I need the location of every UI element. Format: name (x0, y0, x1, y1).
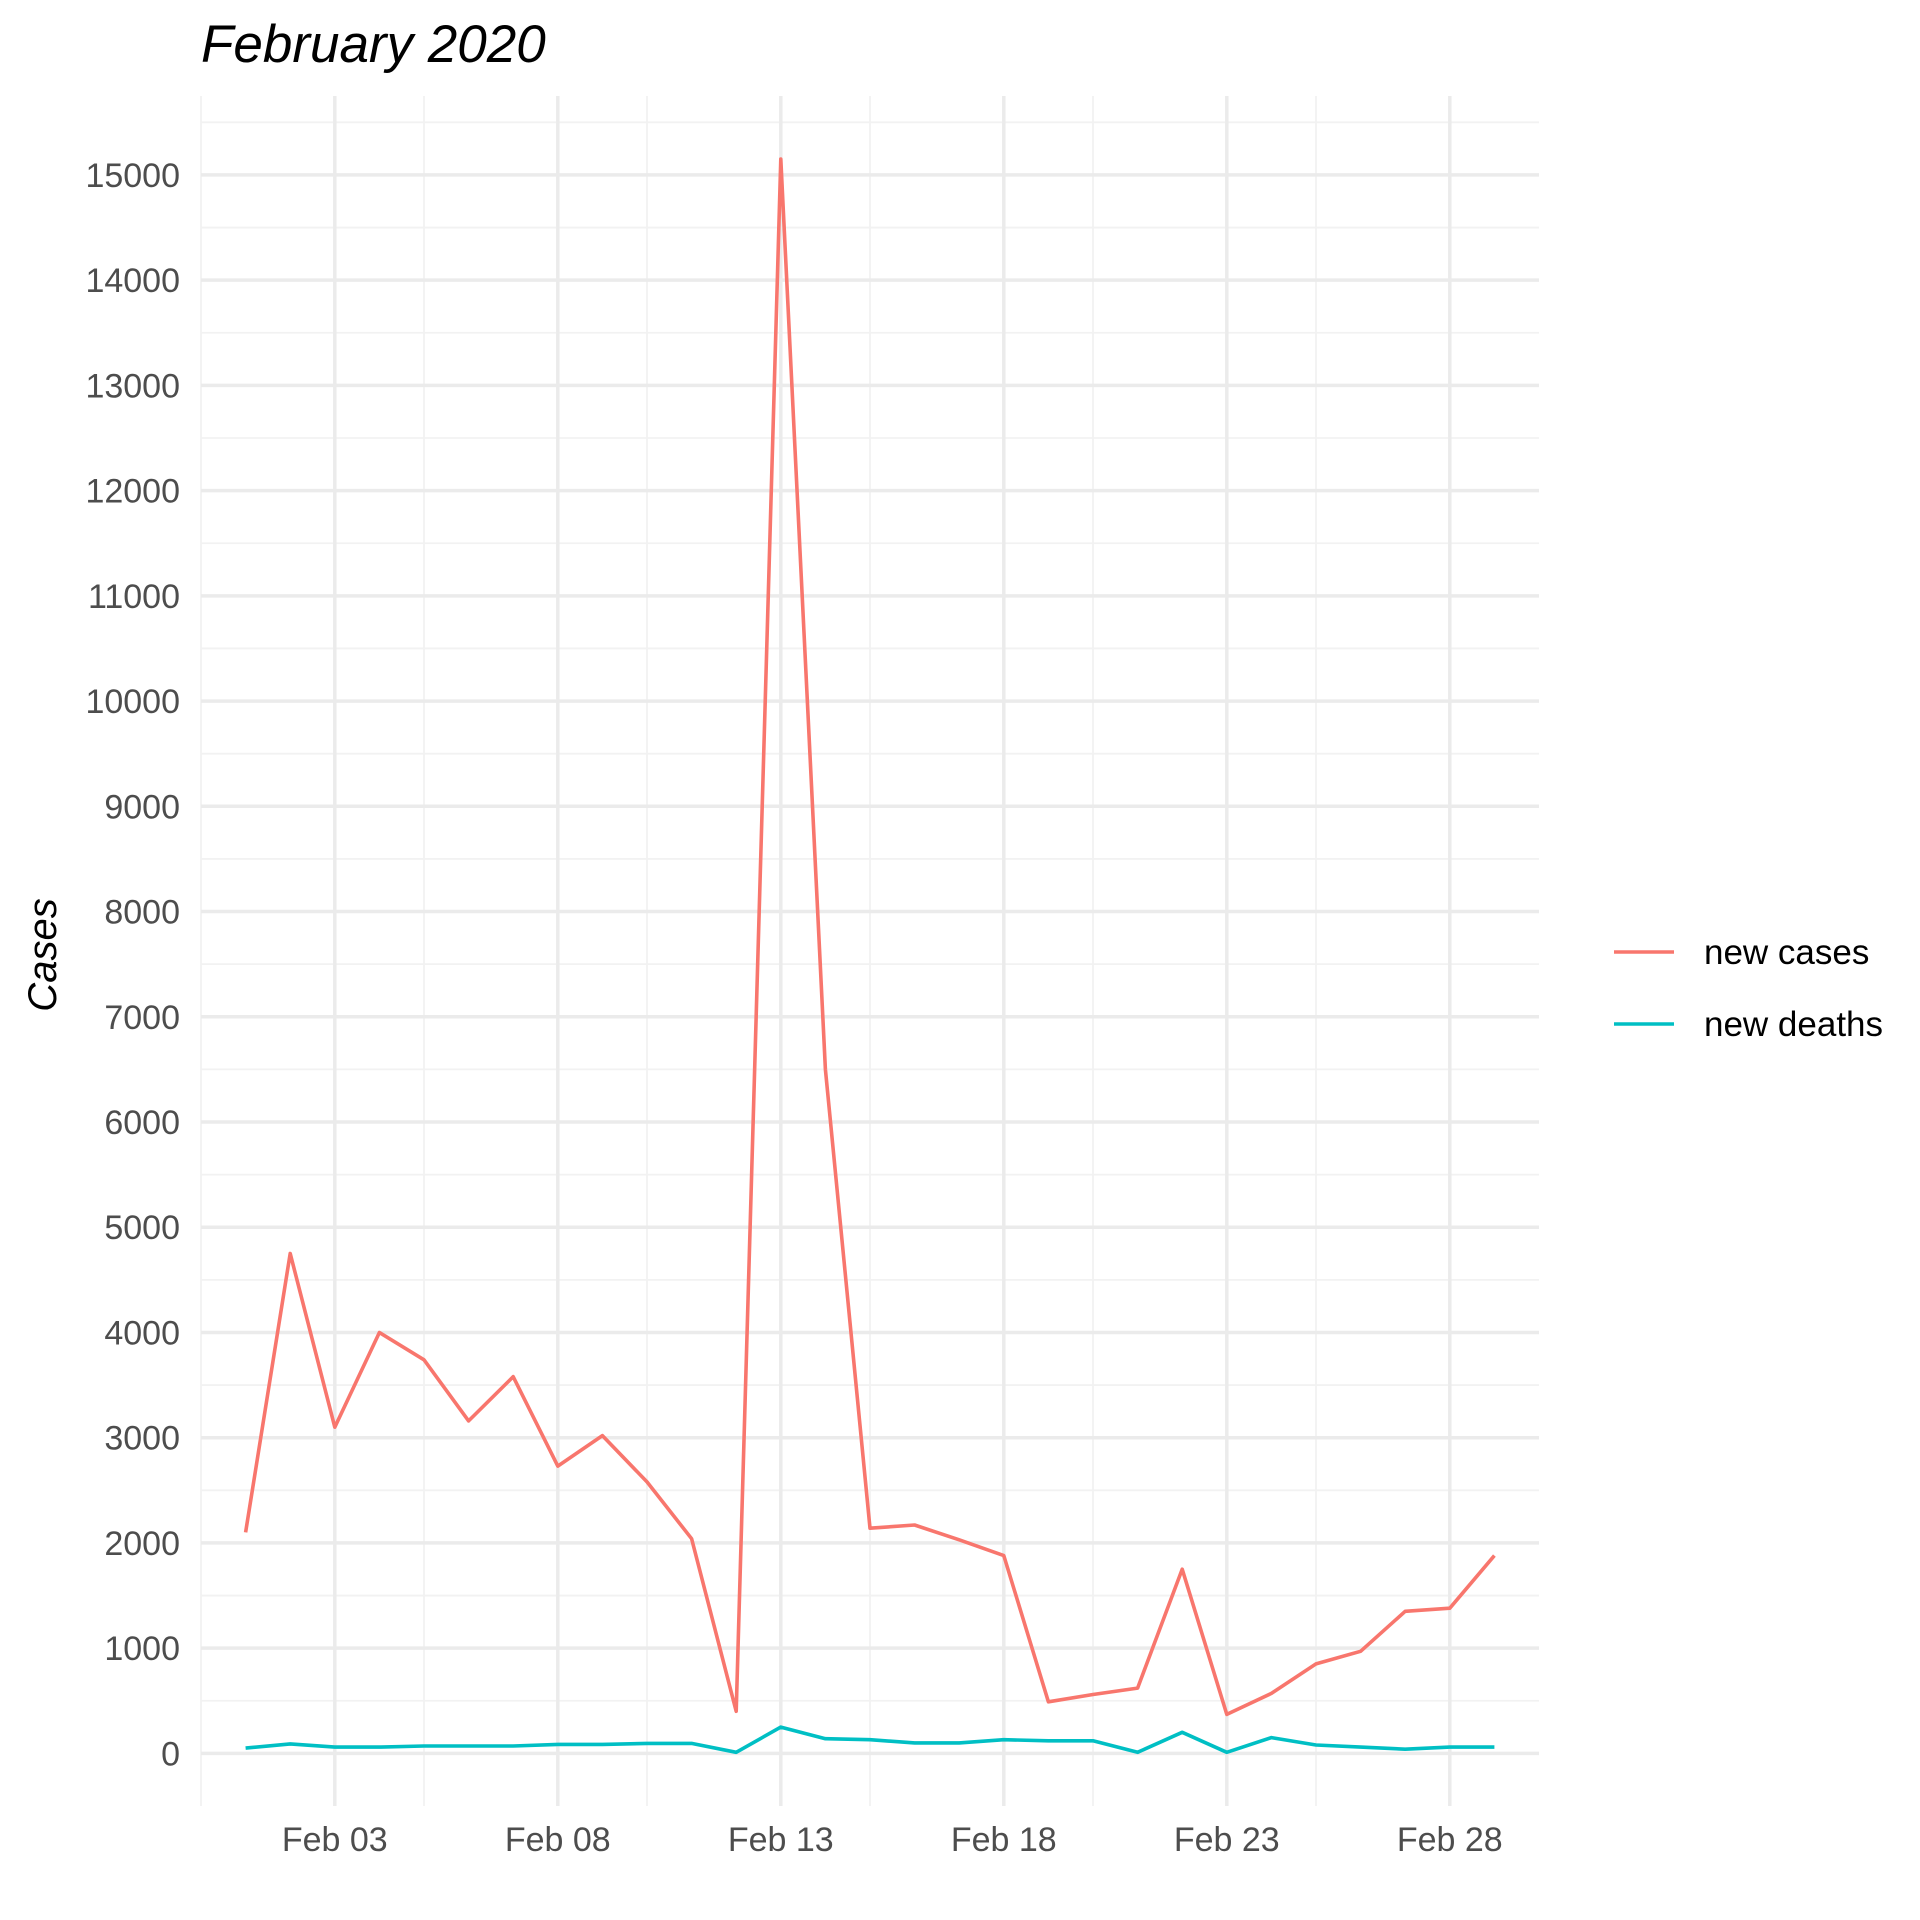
series-line-new-cases (243, 157, 1496, 1717)
x-tick-label: Feb 23 (1174, 1821, 1280, 1859)
y-tick-label: 5000 (104, 1209, 180, 1247)
major-gridlines-vertical (333, 96, 1452, 1806)
y-tick-label: 7000 (104, 999, 180, 1037)
y-tick-label: 3000 (104, 1420, 180, 1458)
y-tick-label: 8000 (104, 894, 180, 932)
series-lines (243, 157, 1496, 1755)
y-axis-label: Cases (21, 898, 65, 1011)
y-tick-label: 11000 (88, 578, 180, 616)
x-tick-label: Feb 08 (505, 1821, 611, 1859)
y-axis-tick-labels: 0 1000 2000 3000 4000 5000 6000 7000 8000 9000 100… (85, 157, 180, 1773)
series-line-new-deaths (245, 1725, 1495, 1755)
legend-label-new-cases: new cases (1704, 933, 1869, 972)
y-tick-label: 12000 (85, 473, 180, 511)
x-tick-label: Feb 13 (728, 1821, 834, 1859)
y-tick-label: 15000 (85, 157, 180, 195)
y-tick-label: 6000 (104, 1104, 180, 1142)
y-tick-label: 13000 (85, 367, 180, 405)
y-tick-label: 0 (161, 1735, 180, 1773)
y-tick-label: 1000 (104, 1630, 180, 1668)
minor-gridlines-vertical (200, 96, 1317, 1806)
legend-label-new-deaths: new deaths (1704, 1005, 1883, 1044)
y-tick-label: 9000 (104, 788, 180, 826)
y-tick-label: 4000 (104, 1314, 180, 1352)
y-tick-label: 2000 (104, 1525, 180, 1563)
major-gridlines-horizontal (201, 173, 1539, 1756)
x-tick-label: Feb 03 (282, 1821, 388, 1859)
y-tick-label: 14000 (85, 262, 180, 300)
x-axis-tick-labels: Feb 03 Feb 08 Feb 13 Feb 18 Feb 23 Feb 28 (282, 1821, 1503, 1859)
x-tick-label: Feb 18 (951, 1821, 1057, 1859)
chart-title: February 2020 (201, 15, 546, 74)
y-tick-label: 10000 (85, 683, 180, 721)
legend: new cases new deaths (1614, 933, 1883, 1044)
x-tick-label: Feb 28 (1397, 1821, 1503, 1859)
